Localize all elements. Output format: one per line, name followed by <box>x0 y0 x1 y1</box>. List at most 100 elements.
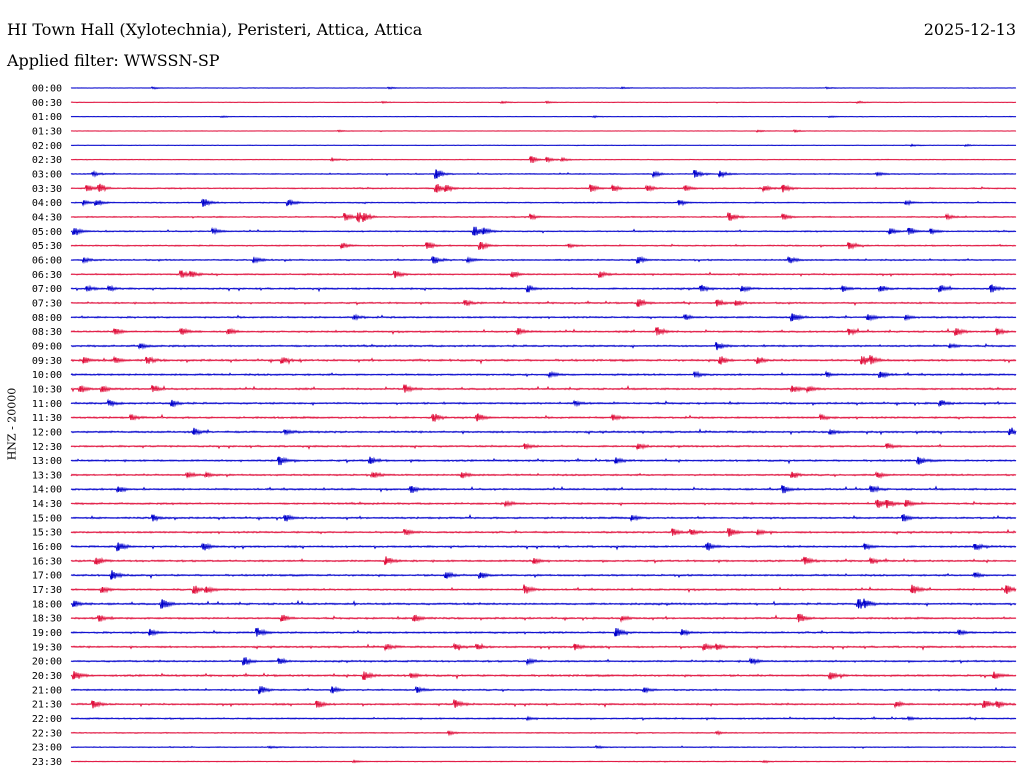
trace-row-2300 <box>70 744 1017 750</box>
row-time-label: 04:30 <box>32 212 62 223</box>
trace-row-0530 <box>70 241 1017 250</box>
trace-row-2200 <box>70 715 1017 722</box>
trace-row-0700 <box>70 284 1017 293</box>
trace-row-1100 <box>70 398 1017 408</box>
trace-row-0100 <box>70 115 1017 119</box>
row-time-label: 11:00 <box>32 399 62 410</box>
trace-row-1130 <box>70 413 1017 422</box>
trace-row-2130 <box>70 699 1017 709</box>
row-time-label: 19:30 <box>32 642 62 653</box>
row-time-label: 16:30 <box>32 556 62 567</box>
trace-row-1000 <box>70 370 1017 379</box>
row-time-label: 22:00 <box>32 714 62 725</box>
trace-row-0400 <box>70 198 1017 207</box>
row-time-label: 23:30 <box>32 757 62 768</box>
row-time-label: 01:00 <box>32 112 62 123</box>
trace-row-0200 <box>70 143 1017 148</box>
trace-row-2230 <box>70 730 1017 737</box>
trace-row-2000 <box>70 657 1017 666</box>
row-time-label: 10:30 <box>32 384 62 395</box>
trace-row-0900 <box>70 342 1017 351</box>
trace-row-1930 <box>70 642 1017 652</box>
row-time-label: 21:00 <box>32 685 62 696</box>
row-time-label: 07:00 <box>32 284 62 295</box>
row-time-label: 20:30 <box>32 671 62 682</box>
row-time-label: 06:30 <box>32 270 62 281</box>
trace-row-0830 <box>70 327 1017 336</box>
row-time-label: 23:00 <box>32 743 62 754</box>
trace-row-0300 <box>70 169 1017 179</box>
trace-row-1400 <box>70 484 1017 494</box>
trace-row-0030 <box>70 100 1017 105</box>
row-time-label: 07:30 <box>32 298 62 309</box>
row-time-label: 17:00 <box>32 571 62 582</box>
row-time-label: 02:30 <box>32 155 62 166</box>
row-time-label: 12:30 <box>32 442 62 453</box>
trace-row-0330 <box>70 183 1017 193</box>
row-labels: 00:00 00:30 01:00 01:30 02:00 02:30 03:00 03:30… <box>32 84 62 769</box>
trace-row-0230 <box>70 155 1017 164</box>
trace-row-1430 <box>70 499 1017 509</box>
row-time-label: 08:30 <box>32 327 62 338</box>
trace-row-0730 <box>70 298 1017 308</box>
row-time-label: 17:30 <box>32 585 62 596</box>
row-time-label: 11:30 <box>32 413 62 424</box>
trace-row-0630 <box>70 270 1017 279</box>
station-title: HI Town Hall (Xylotechnia), Peristeri, A… <box>7 20 423 39</box>
row-time-label: 14:00 <box>32 485 62 496</box>
trace-row-1730 <box>70 584 1017 594</box>
trace-row-1200 <box>70 427 1017 436</box>
trace-row-1630 <box>70 556 1017 566</box>
trace-row-1800 <box>70 598 1017 609</box>
trace-row-1330 <box>70 471 1017 479</box>
row-time-label: 08:00 <box>32 313 62 324</box>
row-time-label: 13:30 <box>32 470 62 481</box>
trace-row-0600 <box>70 255 1017 264</box>
seismic-traces <box>70 86 1017 764</box>
trace-row-1530 <box>70 528 1017 537</box>
row-time-label: 01:30 <box>32 126 62 137</box>
trace-row-1500 <box>70 514 1017 523</box>
row-time-label: 10:00 <box>32 370 62 381</box>
trace-row-1230 <box>70 442 1017 451</box>
row-time-label: 18:30 <box>32 614 62 625</box>
row-time-label: 00:30 <box>32 98 62 109</box>
row-time-label: 14:30 <box>32 499 62 510</box>
trace-row-1900 <box>70 627 1017 637</box>
trace-row-1830 <box>70 613 1017 623</box>
row-time-label: 06:00 <box>32 255 62 266</box>
date-label: 2025-12-13 <box>923 20 1016 39</box>
trace-row-0000 <box>70 86 1017 90</box>
row-time-label: 02:00 <box>32 141 62 152</box>
trace-row-1030 <box>70 384 1017 394</box>
row-time-label: 22:30 <box>32 728 62 739</box>
row-time-label: 19:00 <box>32 628 62 639</box>
trace-row-1300 <box>70 456 1017 466</box>
row-time-label: 18:00 <box>32 599 62 610</box>
row-time-label: 15:30 <box>32 528 62 539</box>
trace-row-2330 <box>70 759 1017 764</box>
row-time-label: 03:30 <box>32 184 62 195</box>
trace-row-2030 <box>70 671 1017 681</box>
row-time-label: 09:00 <box>32 341 62 352</box>
row-time-label: 05:30 <box>32 241 62 252</box>
row-time-label: 15:00 <box>32 513 62 524</box>
row-time-label: 13:00 <box>32 456 62 467</box>
filter-label: Applied filter: WWSSN-SP <box>7 51 220 70</box>
trace-row-0430 <box>70 212 1017 223</box>
row-time-label: 03:00 <box>32 169 62 180</box>
row-time-label: 16:00 <box>32 542 62 553</box>
trace-row-0800 <box>70 313 1017 322</box>
row-time-label: 04:00 <box>32 198 62 209</box>
row-time-label: 05:00 <box>32 227 62 238</box>
trace-row-0930 <box>70 355 1017 365</box>
row-time-label: 20:00 <box>32 657 62 668</box>
trace-row-1600 <box>70 542 1017 552</box>
trace-row-2100 <box>70 685 1017 695</box>
row-time-label: 21:30 <box>32 700 62 711</box>
trace-row-0500 <box>70 226 1017 236</box>
trace-row-1700 <box>70 570 1017 580</box>
trace-row-0130 <box>70 129 1017 134</box>
row-time-label: 00:00 <box>32 84 62 95</box>
